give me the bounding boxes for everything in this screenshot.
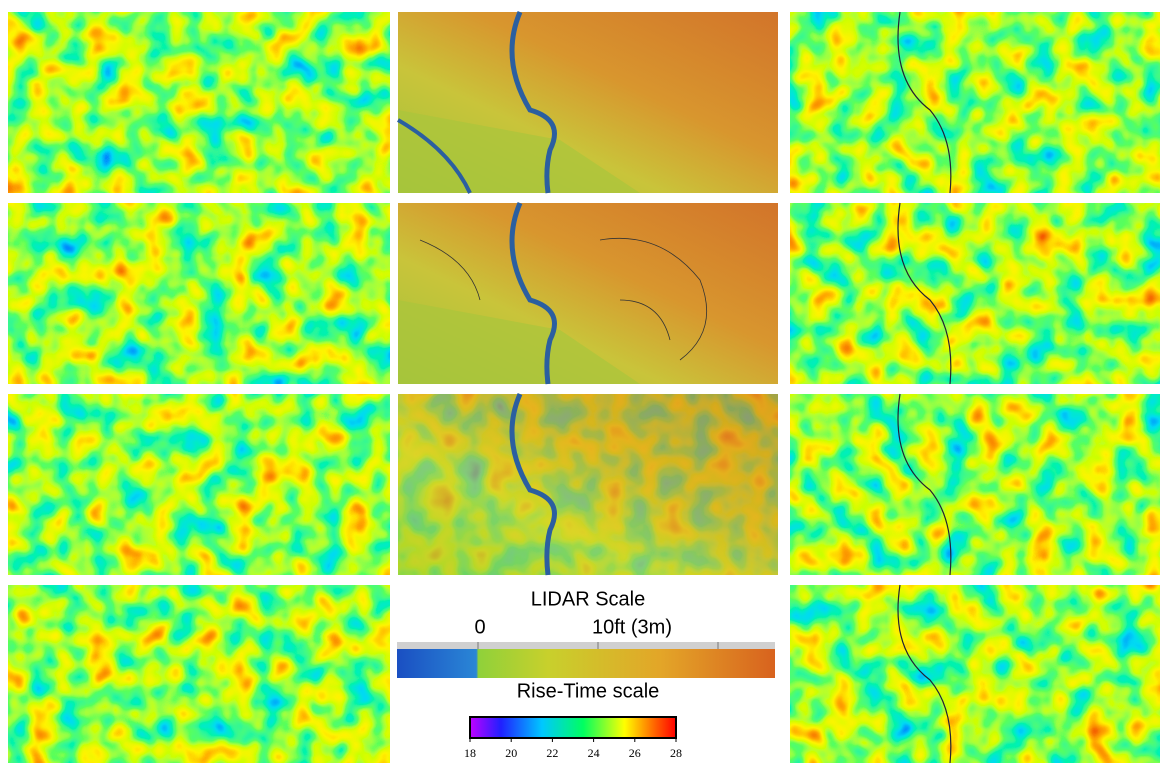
lidar-colorbar xyxy=(397,649,775,678)
rise-time-map-with-lidar xyxy=(790,12,1160,193)
figure: LIDAR Scale 0 10ft (3m) Rise-Time scale … xyxy=(0,0,1160,763)
page: {"legend": {"lidar_title": "LIDAR Scale"… xyxy=(0,0,1160,763)
colorbar-tick-label: 24 xyxy=(588,746,600,760)
colorbar-tick-label: 26 xyxy=(629,746,641,760)
lidar-contour-map xyxy=(398,203,778,384)
rise-time-map-with-lidar xyxy=(790,394,1160,575)
rise-time-map xyxy=(8,203,390,384)
colorbar-tick-label: 20 xyxy=(505,746,517,760)
colorbar-tick-label: 28 xyxy=(670,746,682,760)
lidar-scale-title: LIDAR Scale xyxy=(531,588,646,610)
rise-time-map xyxy=(8,12,390,193)
legend: LIDAR Scale 0 10ft (3m) Rise-Time scale … xyxy=(397,588,775,759)
rise-time-scale-title: Rise-Time scale xyxy=(517,680,660,702)
lidar-scale-label: 10ft (3m) xyxy=(592,616,672,638)
lidar-scale-label: 0 xyxy=(474,616,485,638)
rise-time-map-with-lidar xyxy=(790,585,1160,763)
colorbar-tick-label: 22 xyxy=(546,746,558,760)
rise-time-map xyxy=(8,585,390,763)
lidar-map xyxy=(398,12,778,193)
rise-time-colorbar xyxy=(470,717,676,738)
rise-time-map xyxy=(8,394,390,575)
lidar-rise-time-overlay xyxy=(398,394,778,575)
rise-time-map-with-lidar xyxy=(790,203,1160,384)
colorbar-tick-label: 18 xyxy=(464,746,476,760)
